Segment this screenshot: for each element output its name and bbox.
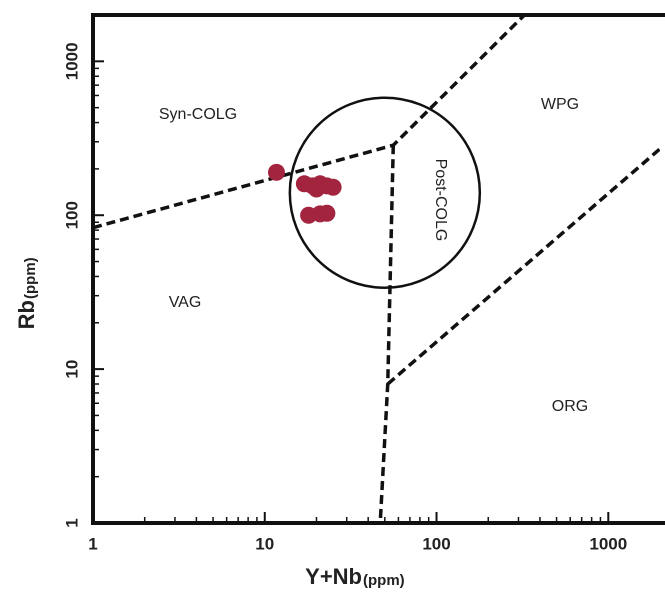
region-label: ORG bbox=[552, 398, 588, 415]
x-axis-unit: (ppm) bbox=[363, 572, 405, 589]
y-tick-label: 1000 bbox=[62, 42, 81, 80]
plot-frame bbox=[91, 13, 665, 525]
y-axis-unit: (ppm) bbox=[22, 257, 39, 299]
x-axis-title: Y+Nb bbox=[305, 564, 362, 589]
x-tick-label: 1 bbox=[88, 534, 97, 553]
x-tick-label: 10 bbox=[255, 534, 274, 553]
region-label: Post-COLG bbox=[432, 159, 449, 242]
x-tick-label: 100 bbox=[422, 534, 450, 553]
data-point bbox=[318, 204, 336, 222]
plot-area bbox=[93, 15, 660, 523]
data-point bbox=[307, 180, 325, 198]
y-axis-title-group: Rb (ppm) bbox=[14, 257, 39, 329]
region-label: Syn-COLG bbox=[159, 106, 237, 123]
y-tick-label: 10 bbox=[62, 360, 81, 379]
field-boundary bbox=[93, 15, 526, 230]
data-point bbox=[267, 163, 285, 181]
data-point bbox=[324, 178, 342, 196]
post-colg-circle bbox=[288, 96, 482, 289]
y-axis-title: Rb bbox=[14, 300, 39, 329]
field-boundary bbox=[386, 147, 660, 386]
region-label: WPG bbox=[541, 96, 579, 113]
y-tick-label: 100 bbox=[62, 201, 81, 229]
y-tick-label: 1 bbox=[62, 518, 81, 527]
field-boundary bbox=[378, 145, 396, 523]
x-tick-label: 1000 bbox=[589, 534, 627, 553]
region-label: VAG bbox=[169, 294, 202, 311]
